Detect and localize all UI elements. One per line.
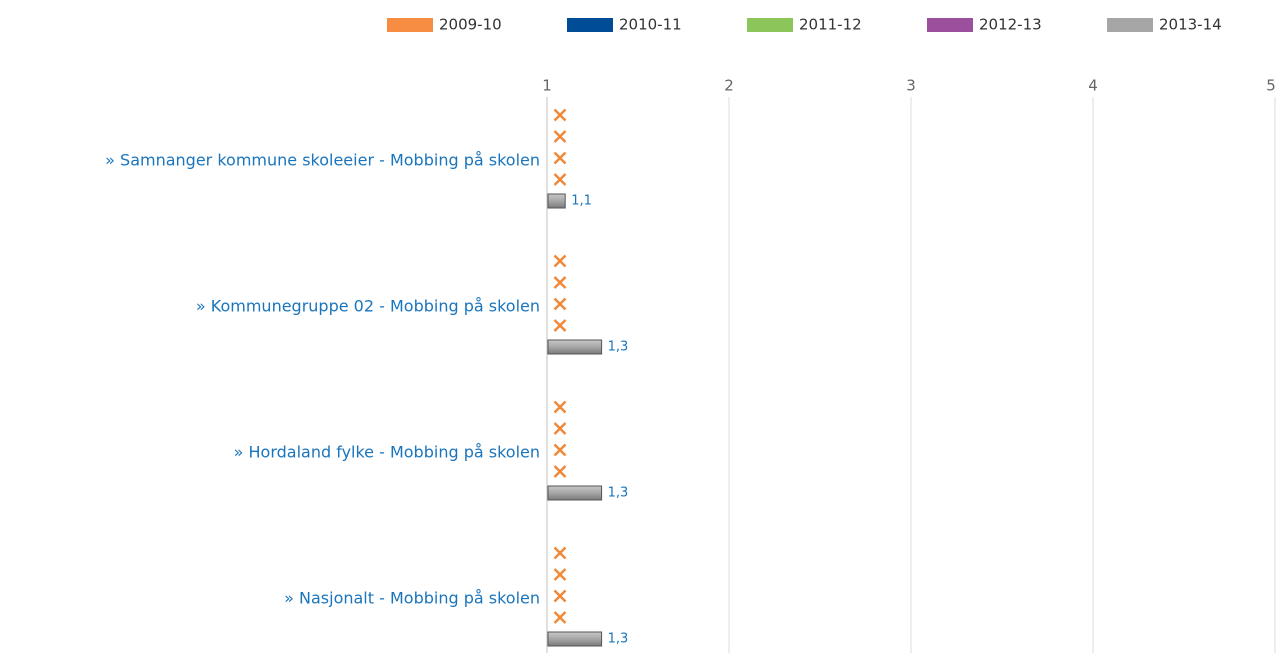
- legend-swatch: [567, 18, 613, 32]
- missing-marker-stroke: [553, 611, 567, 624]
- missing-marker-stroke: [553, 108, 567, 122]
- bar: [547, 339, 603, 355]
- x-tick-label: 1: [542, 77, 552, 95]
- missing-marker: [553, 151, 567, 165]
- missing-marker-stroke: [553, 254, 567, 268]
- missing-marker-stroke: [553, 276, 567, 289]
- legend-swatch: [1107, 18, 1153, 32]
- x-tick-label: 2: [724, 77, 734, 95]
- missing-marker: [553, 443, 567, 457]
- missing-marker-stroke: [553, 130, 567, 143]
- missing-marker: [553, 546, 567, 560]
- missing-marker: [553, 568, 567, 581]
- x-tick-label: 5: [1266, 77, 1276, 95]
- missing-marker: [553, 130, 567, 143]
- missing-marker-stroke: [553, 151, 567, 165]
- legend-label: 2011-12: [799, 16, 862, 34]
- missing-marker-stroke: [553, 297, 567, 311]
- missing-marker: [553, 173, 567, 186]
- value-label: 1,3: [608, 340, 629, 355]
- missing-marker: [553, 276, 567, 289]
- missing-marker: [553, 297, 567, 311]
- missing-marker-stroke: [553, 173, 567, 186]
- missing-marker-stroke: [553, 465, 567, 478]
- bar: [547, 631, 603, 647]
- legend-swatch: [747, 18, 793, 32]
- category-label[interactable]: » Kommunegruppe 02 - Mobbing på skolen: [195, 296, 540, 316]
- value-label: 1,3: [608, 632, 629, 647]
- missing-marker: [553, 465, 567, 478]
- missing-marker-stroke: [553, 568, 567, 581]
- legend-label: 2013-14: [1159, 16, 1222, 34]
- bar: [547, 193, 566, 209]
- value-label: 1,3: [608, 486, 629, 501]
- missing-marker-stroke: [553, 443, 567, 457]
- missing-marker-stroke: [553, 589, 567, 603]
- legend-label: 2010-11: [619, 16, 682, 34]
- missing-marker-stroke: [553, 546, 567, 560]
- bar: [547, 485, 603, 501]
- missing-marker-stroke: [553, 319, 567, 332]
- legend-swatch: [927, 18, 973, 32]
- missing-marker: [553, 319, 567, 332]
- missing-marker-stroke: [553, 422, 567, 435]
- legend-label: 2009-10: [439, 16, 502, 34]
- x-tick-label: 3: [906, 77, 916, 95]
- missing-marker: [553, 589, 567, 603]
- legend-swatch: [387, 18, 433, 32]
- category-label[interactable]: » Nasjonalt - Mobbing på skolen: [284, 588, 540, 608]
- value-label: 1,1: [571, 194, 592, 209]
- missing-marker: [553, 254, 567, 268]
- missing-marker: [553, 422, 567, 435]
- category-label[interactable]: » Hordaland fylke - Mobbing på skolen: [233, 442, 540, 462]
- x-tick-label: 4: [1088, 77, 1098, 95]
- missing-marker-stroke: [553, 400, 567, 414]
- missing-marker: [553, 108, 567, 122]
- missing-marker: [553, 611, 567, 624]
- category-label[interactable]: » Samnanger kommune skoleeier - Mobbing …: [105, 150, 540, 170]
- legend-label: 2012-13: [979, 16, 1042, 34]
- missing-marker: [553, 400, 567, 414]
